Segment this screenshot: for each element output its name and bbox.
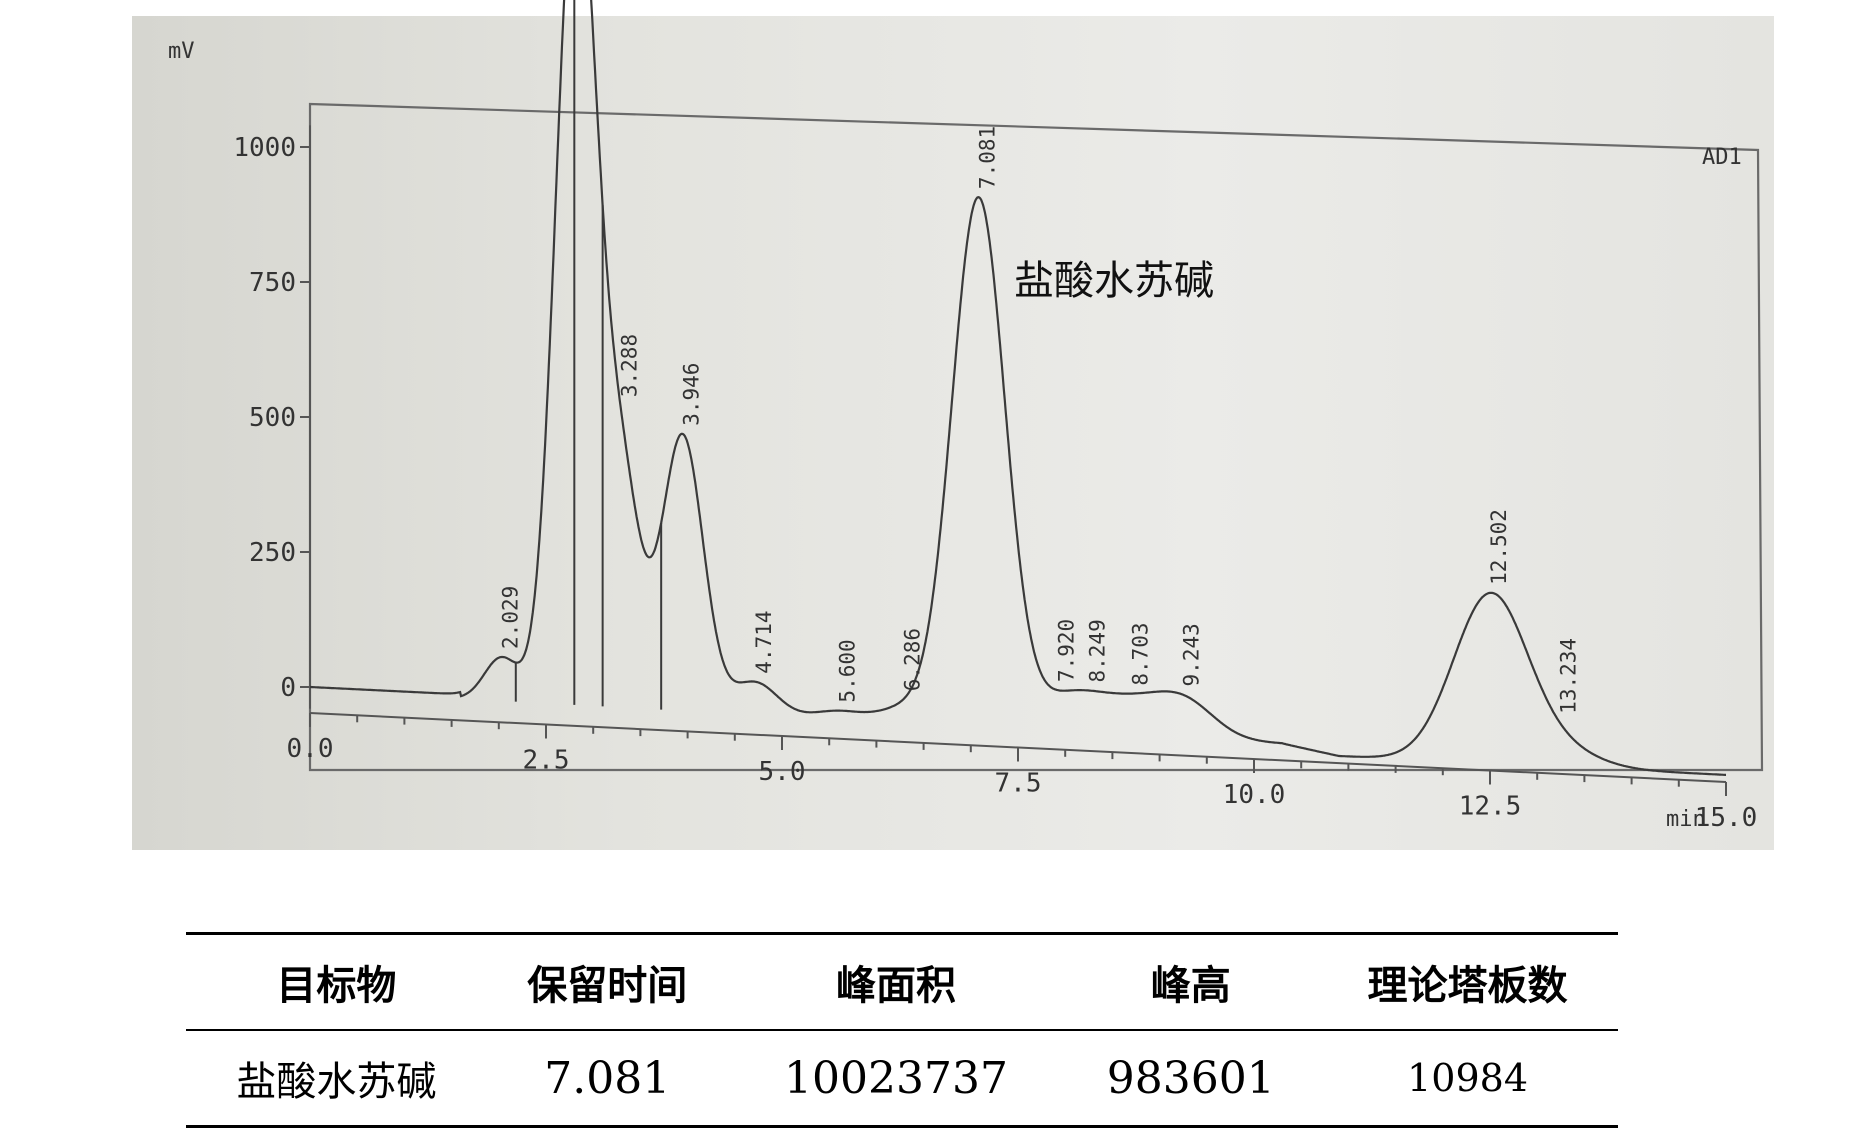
cell-target: 盐酸水苏碱	[186, 1030, 487, 1128]
x-axis-unit: min	[1666, 807, 1706, 832]
plot-border	[308, 102, 1764, 772]
peak-label: 7.081	[975, 126, 999, 189]
chromatogram-photo	[132, 16, 1774, 850]
peak-label: 13.234	[1556, 638, 1580, 714]
header-retention-time: 保留时间	[486, 932, 728, 1031]
peak-label: 3.288	[617, 334, 641, 397]
table-header-row: 目标物 保留时间 峰面积 峰高 理论塔板数	[186, 932, 1618, 1031]
peak-label: 6.286	[900, 628, 924, 691]
peak-label: 9.243	[1180, 623, 1204, 686]
x-tick-label: 10.0	[1223, 780, 1286, 810]
cell-peak-height: 983601	[1064, 1030, 1318, 1128]
signal-trace	[310, 0, 1726, 776]
header-theoretical-plates: 理论塔板数	[1317, 932, 1618, 1031]
trace-group	[310, 0, 1726, 776]
compound-annotation: 盐酸水苏碱	[1014, 258, 1214, 304]
y-tick-label: 0	[280, 673, 296, 703]
peak-label: 2.029	[498, 586, 522, 649]
x-tick-label: 12.5	[1459, 792, 1522, 822]
peak-label: 3.946	[680, 363, 704, 426]
x-tick-label: 2.5	[523, 746, 570, 776]
cell-theoretical-plates: 10984	[1317, 1030, 1618, 1128]
x-tick-label: 5.0	[759, 757, 806, 787]
header-peak-height: 峰高	[1064, 932, 1318, 1031]
y-tick-label: 250	[249, 538, 296, 568]
header-target: 目标物	[186, 932, 487, 1031]
cell-retention-time: 7.081	[486, 1030, 728, 1128]
plot-frame	[308, 102, 1764, 772]
axes-group: 0 250 500 750 1000 0.0 2.5 5.0 7.5 10.0 12.5 15.0	[233, 125, 1757, 833]
x-tick-label: 7.5	[995, 769, 1042, 799]
peak-labels-group: 2.0292.7222.8863.2883.9464.7145.6006.286…	[498, 126, 1580, 714]
cell-peak-area: 10023737	[727, 1030, 1065, 1128]
y-axis-unit: mV	[168, 39, 195, 64]
peak-label: 8.249	[1086, 619, 1110, 682]
peak-label: 5.600	[836, 639, 860, 702]
peak-label: 8.703	[1129, 622, 1153, 685]
y-tick-label: 750	[249, 268, 296, 298]
header-peak-area: 峰面积	[727, 932, 1065, 1031]
detector-label: AD1	[1702, 145, 1742, 170]
y-tick-label: 1000	[233, 133, 296, 163]
peak-label: 7.920	[1055, 619, 1079, 682]
table-row: 盐酸水苏碱 7.081 10023737 983601 10984	[186, 1030, 1618, 1128]
peak-label: 4.714	[752, 610, 776, 673]
results-table: 目标物 保留时间 峰面积 峰高 理论塔板数 盐酸水苏碱 7.081 100237…	[186, 932, 1618, 1128]
peak-label: 12.502	[1487, 509, 1511, 585]
y-tick-label: 500	[249, 403, 296, 433]
x-tick-label: 15.0	[1695, 803, 1758, 833]
x-tick-label: 0.0	[287, 734, 334, 764]
